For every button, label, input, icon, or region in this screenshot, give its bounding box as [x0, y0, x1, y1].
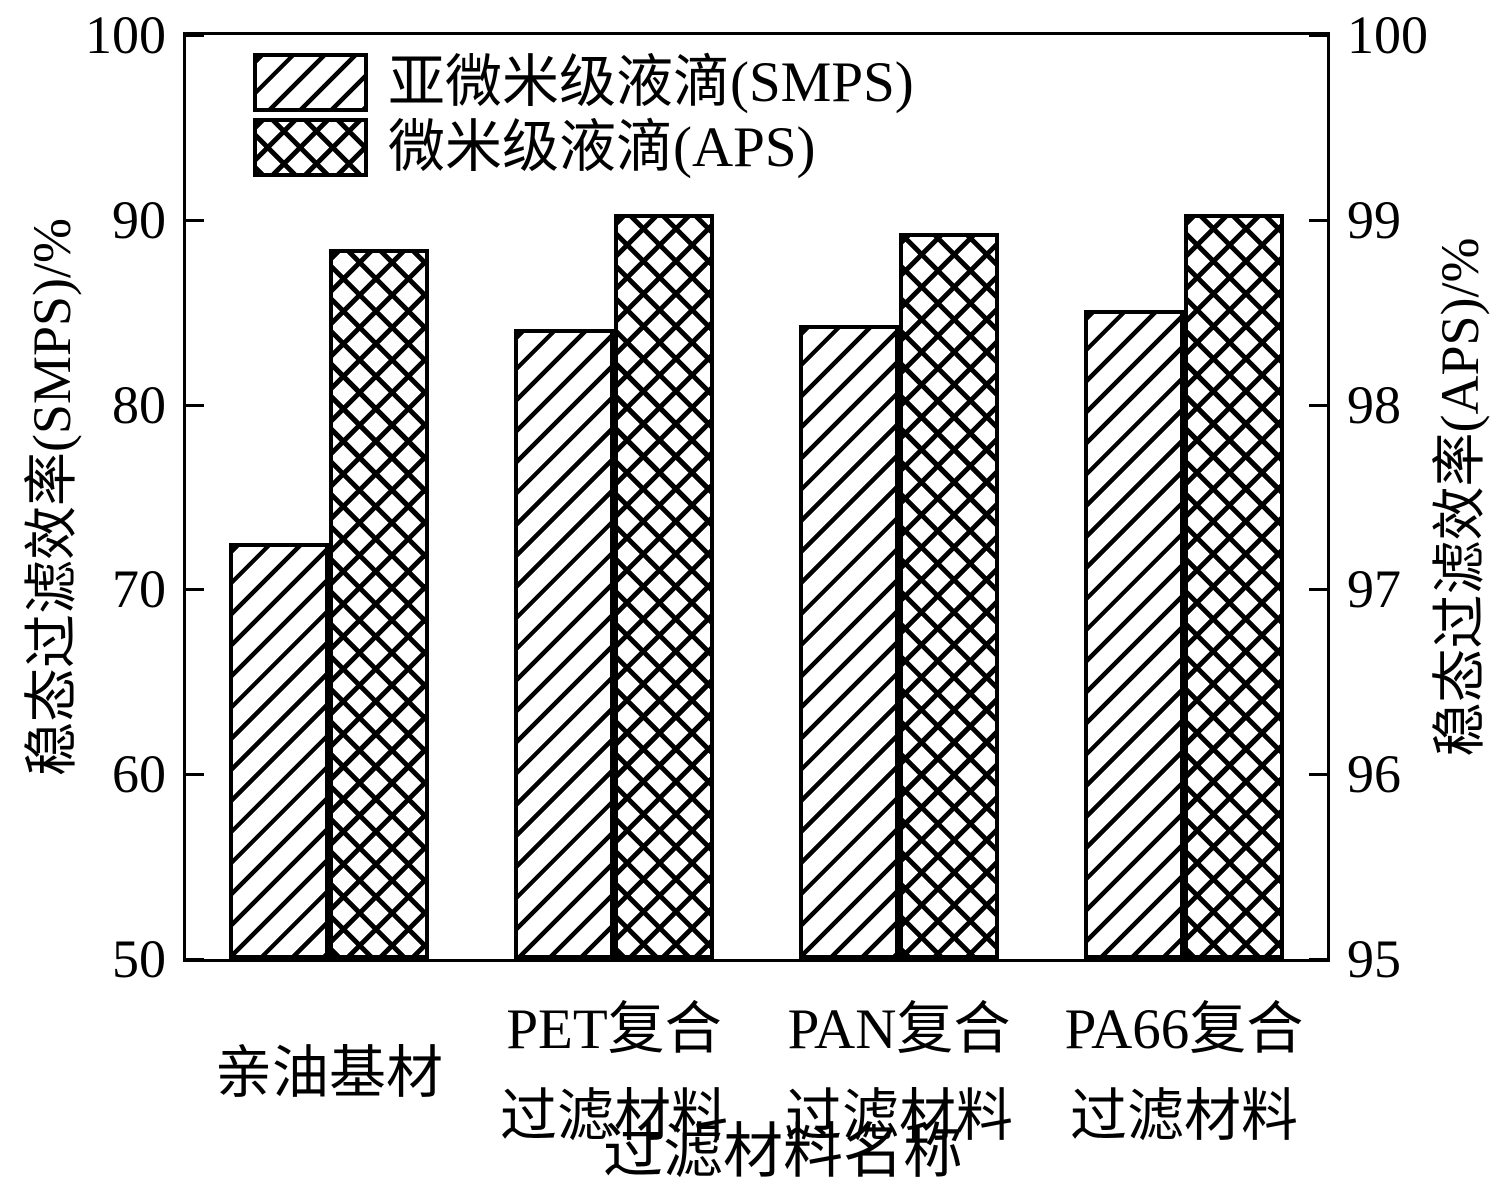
left-y-axis-title: 稳态过滤效率(SMPS)/% [22, 217, 82, 777]
legend-swatch-cross-hatch-icon [253, 118, 368, 177]
left-axis-tick-label: 80 [112, 375, 166, 435]
bar-aps-0 [328, 249, 429, 959]
right-axis-tick [1309, 34, 1327, 37]
right-axis-tick-label: 97 [1347, 559, 1401, 619]
left-axis-tick [186, 34, 204, 37]
right-axis-tick-label: 96 [1347, 744, 1401, 804]
left-axis-tick-label: 60 [112, 744, 166, 804]
bars-layer [186, 35, 1327, 959]
left-axis-tick [186, 773, 204, 776]
legend: 亚微米级液滴(SMPS) 微米级液滴(APS) [253, 53, 914, 183]
legend-item-smps: 亚微米级液滴(SMPS) [253, 53, 914, 112]
bar-smps-1 [513, 329, 614, 959]
x-category-label-2: PAN复合过滤材料 [729, 988, 1069, 1160]
x-axis-title: 过滤材料名称 [603, 1119, 963, 1185]
x-category-label-3: PA66复合 过滤材料 [1014, 988, 1354, 1160]
right-axis-tick-label: 99 [1347, 190, 1401, 250]
right-y-axis-title: 稳态过滤效率(APS)/% [1430, 237, 1490, 757]
x-category-label-line: PET复合 [506, 998, 722, 1062]
bar-smps-0 [228, 543, 329, 959]
right-axis-tick-label: 95 [1347, 929, 1401, 989]
left-axis-tick [186, 588, 204, 591]
bar-smps-3 [1084, 310, 1185, 959]
plot-area: 亚微米级液滴(SMPS) 微米级液滴(APS) [183, 32, 1330, 962]
right-axis-tick-label: 98 [1347, 375, 1401, 435]
legend-item-aps: 微米级液滴(APS) [253, 118, 914, 177]
left-axis-tick-label: 90 [112, 190, 166, 250]
left-axis-tick [186, 219, 204, 222]
bar-smps-2 [799, 325, 900, 959]
right-axis-tick-label: 100 [1347, 5, 1428, 65]
x-axis-category-labels: 亲油基材 PET复合 过滤材料 PAN复合 过滤材料 PA66复合 过滤材料 [186, 988, 1327, 1160]
x-category-label-0: 亲油基材 [159, 988, 499, 1160]
x-category-label-line: 过滤材料 [1070, 1085, 1298, 1148]
right-axis-tick [1309, 404, 1327, 407]
right-axis-tick [1309, 958, 1327, 961]
x-category-label-line: 过滤材料 [500, 1085, 728, 1148]
bar-aps-2 [899, 233, 1000, 959]
x-category-label-line: 过滤材料 [785, 1085, 1013, 1148]
x-category-label-line: PAN复合 [787, 998, 1011, 1062]
bar-aps-3 [1184, 214, 1285, 959]
legend-label-smps: 亚微米级液滴(SMPS) [388, 51, 914, 114]
left-axis-tick-label: 70 [112, 559, 166, 619]
x-category-label-line: 亲油基材 [215, 1041, 443, 1105]
left-axis-tick [186, 404, 204, 407]
left-axis-tick-label: 50 [112, 929, 166, 989]
left-axis-tick-label: 100 [85, 5, 166, 65]
right-axis-tick [1309, 219, 1327, 222]
left-axis-tick [186, 958, 204, 961]
right-axis-tick [1309, 773, 1327, 776]
x-category-label-line: PA66复合 [1064, 998, 1304, 1062]
legend-label-aps: 微米级液滴(APS) [388, 116, 816, 179]
legend-swatch-diagonal-hatch-icon [253, 53, 368, 112]
right-axis-tick [1309, 588, 1327, 591]
bar-aps-1 [613, 214, 714, 959]
x-category-label-1: PET复合过滤材料 [444, 988, 784, 1160]
ticks-layer [186, 34, 1327, 961]
